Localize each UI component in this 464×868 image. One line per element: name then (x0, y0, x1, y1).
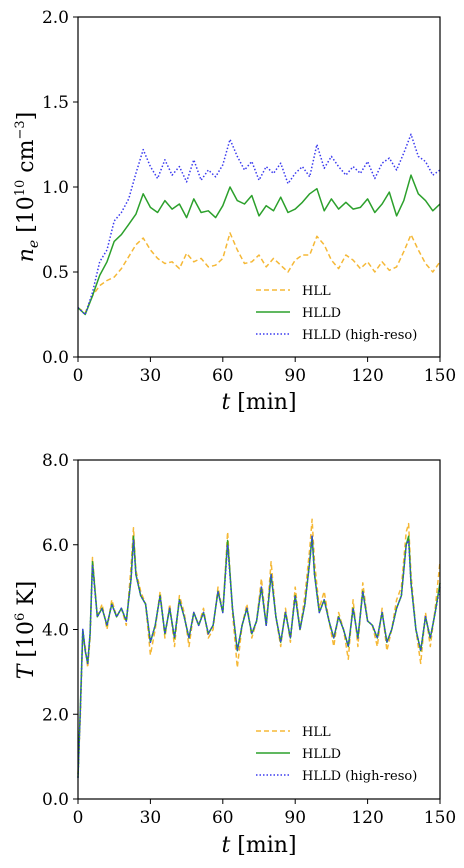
density-x-tick-label: 120 (351, 366, 383, 386)
density-x-tick-label: 30 (140, 366, 162, 386)
density-y-tick-label: 1.5 (42, 93, 69, 113)
density-y-tick-label: 0.5 (42, 263, 69, 283)
density-series-lines (77, 133, 441, 316)
density-legend-entry-hlld: HLLD (256, 306, 341, 321)
density-x-axis-label: t [min] (221, 390, 296, 415)
temperature-y-tick-label: 4.0 (42, 621, 69, 641)
density-x-tick-label: 60 (212, 366, 234, 386)
temperature-legend-label-hlld: HLLD (302, 747, 341, 762)
temperature-axis-ticks: 0 30 60 90 120 150 0.0 2.0 4.0 6.0 8.0 (42, 451, 456, 828)
density-legend-entry-hlld-high-reso: HLLD (high-reso) (256, 328, 417, 343)
density-x-tick-label: 150 (424, 366, 456, 386)
temperature-x-tick-label: 0 (73, 808, 84, 828)
temperature-x-tick-label: 120 (351, 808, 383, 828)
temperature-y-tick-label: 2.0 (42, 705, 69, 725)
temperature-series-lines (77, 518, 441, 778)
density-legend: HLL HLLD HLLD (high-reso) (256, 284, 417, 343)
density-x-tick-label: 0 (73, 366, 84, 386)
temperature-legend-entry-hlld-high-reso: HLLD (high-reso) (256, 769, 417, 784)
temperature-y-tick-label: 6.0 (42, 536, 69, 556)
density-y-tick-label: 1.0 (42, 178, 69, 198)
temperature-legend-label-hll: HLL (302, 725, 331, 740)
density-line-hlld-high-reso (77, 133, 441, 316)
temperature-legend-label-hlld-high-reso: HLLD (high-reso) (302, 769, 417, 784)
density-axis-ticks: 0 30 60 90 120 150 0.0 0.5 1.0 1.5 2.0 (42, 8, 456, 386)
temperature-y-tick-label: 8.0 (42, 451, 69, 471)
temperature-x-axis-label: t [min] (221, 833, 296, 858)
density-legend-label-hlld: HLLD (302, 306, 341, 321)
temperature-x-tick-label: 150 (424, 808, 456, 828)
temperature-x-tick-label: 60 (212, 808, 234, 828)
density-legend-label-hlld-high-reso: HLLD (high-reso) (302, 328, 417, 343)
density-legend-label-hll: HLL (302, 284, 331, 299)
density-line-hll (77, 232, 441, 314)
density-x-tick-label: 90 (284, 366, 306, 386)
temperature-y-tick-label: 0.0 (42, 790, 69, 810)
density-y-tick-label: 2.0 (42, 8, 69, 28)
temperature-x-tick-label: 30 (140, 808, 162, 828)
temperature-y-axis-label: T [106 K] (13, 581, 39, 680)
temperature-legend: HLL HLLD HLLD (high-reso) (256, 725, 417, 784)
density-panel: 0 30 60 90 120 150 0.0 0.5 1.0 1.5 2.0 t [min] ne … (13, 8, 456, 415)
density-line-hlld (77, 174, 441, 316)
density-legend-entry-hll: HLL (256, 284, 331, 299)
temperature-legend-entry-hll: HLL (256, 725, 331, 740)
temperature-line-hlld (77, 535, 441, 778)
density-y-tick-label: 0.0 (42, 348, 69, 368)
temperature-line-hlld-high-reso (77, 535, 441, 778)
temperature-plot-frame (77, 459, 441, 800)
density-y-axis-label: ne [1010 cm−3] (13, 112, 42, 263)
temperature-x-tick-label: 90 (284, 808, 306, 828)
temperature-panel: 0 30 60 90 120 150 0.0 2.0 4.0 6.0 8.0 t [min] T [… (13, 451, 456, 858)
temperature-legend-entry-hlld: HLLD (256, 747, 341, 762)
